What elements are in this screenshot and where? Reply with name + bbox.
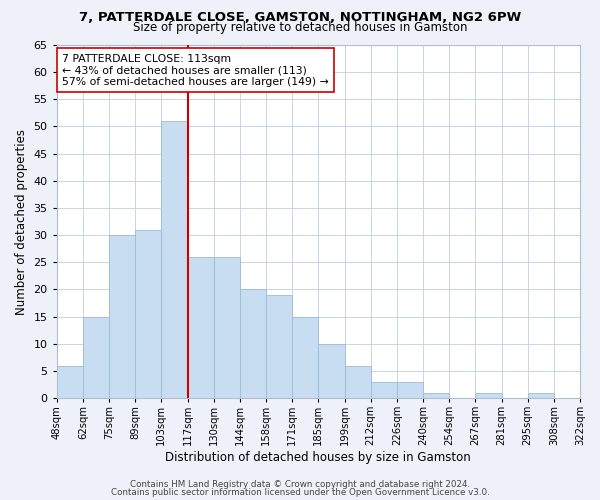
Text: Contains HM Land Registry data © Crown copyright and database right 2024.: Contains HM Land Registry data © Crown c… [130, 480, 470, 489]
Bar [135, 230, 161, 398]
Bar [57, 366, 83, 398]
X-axis label: Distribution of detached houses by size in Gamston: Distribution of detached houses by size … [166, 451, 471, 464]
Bar [214, 257, 240, 398]
Bar [527, 392, 554, 398]
Bar [475, 392, 502, 398]
Bar [292, 316, 319, 398]
Bar [423, 392, 449, 398]
Text: 7, PATTERDALE CLOSE, GAMSTON, NOTTINGHAM, NG2 6PW: 7, PATTERDALE CLOSE, GAMSTON, NOTTINGHAM… [79, 11, 521, 24]
Bar [266, 295, 292, 398]
Y-axis label: Number of detached properties: Number of detached properties [15, 128, 28, 314]
Bar [371, 382, 397, 398]
Text: Contains public sector information licensed under the Open Government Licence v3: Contains public sector information licen… [110, 488, 490, 497]
Bar [397, 382, 423, 398]
Bar [240, 290, 266, 398]
Bar [344, 366, 371, 398]
Bar [188, 257, 214, 398]
Bar [109, 235, 135, 398]
Bar [161, 121, 188, 398]
Bar [319, 344, 344, 398]
Bar [83, 316, 109, 398]
Text: Size of property relative to detached houses in Gamston: Size of property relative to detached ho… [133, 22, 467, 35]
Text: 7 PATTERDALE CLOSE: 113sqm
← 43% of detached houses are smaller (113)
57% of sem: 7 PATTERDALE CLOSE: 113sqm ← 43% of deta… [62, 54, 329, 87]
